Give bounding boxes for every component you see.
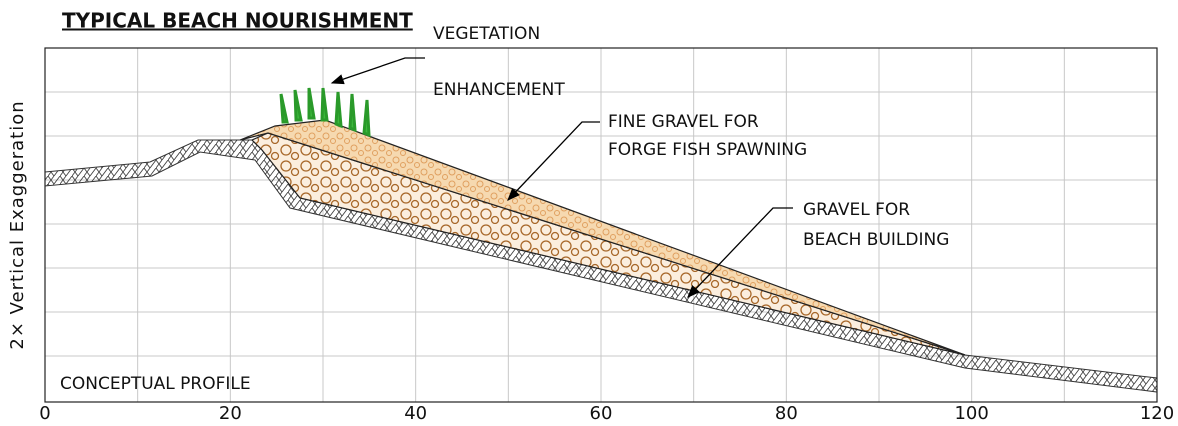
annotation: ENHANCEMENT: [433, 80, 565, 100]
x-tick-label: 120: [1140, 403, 1174, 424]
annotation: CONCEPTUAL PROFILE: [60, 374, 251, 394]
x-tick-label: 40: [404, 403, 427, 424]
leaders: [330, 57, 793, 298]
vegetation: [279, 87, 371, 138]
x-tick-label: 60: [590, 403, 613, 424]
annotation: VEGETATION: [433, 24, 540, 44]
title: TYPICAL BEACH NOURISHMENT: [62, 9, 413, 33]
fine-gravel: [239, 119, 966, 356]
frame: [44, 47, 1158, 403]
annotation: GRAVEL FOR: [803, 200, 910, 220]
y-axis-label: 2× Vertical Exaggeration: [7, 100, 28, 349]
x-tick-label: 0: [39, 403, 50, 424]
annotation: FINE GRAVEL FOR: [608, 112, 759, 132]
x-tick-label: 20: [219, 403, 242, 424]
x-tick-label: 100: [954, 403, 988, 424]
annotation: BEACH BUILDING: [803, 230, 949, 250]
x-tick-label: 80: [775, 403, 798, 424]
annotation: FORGE FISH SPAWNING: [608, 140, 807, 160]
